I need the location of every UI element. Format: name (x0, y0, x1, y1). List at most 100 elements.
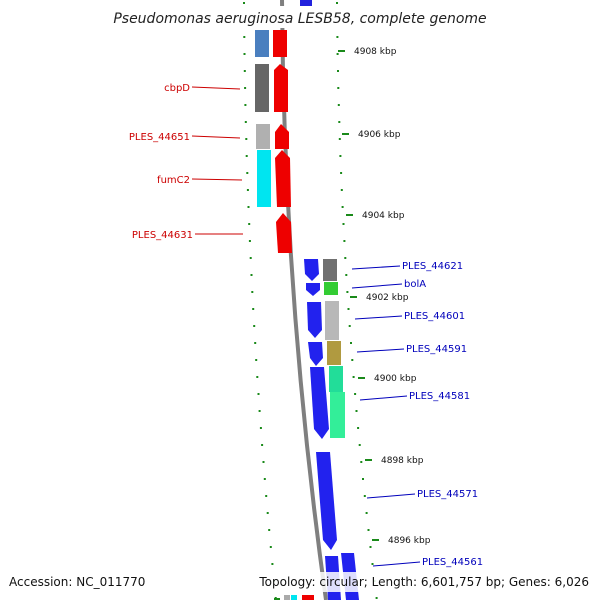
gene-label: PLES_44571 (417, 489, 478, 500)
title-backdrop (110, 6, 490, 28)
forward-gene-labels: PLES_44621 bolA PLES_44601 PLES_44591 PLES_4… (351, 261, 483, 568)
ring-dot (369, 546, 372, 548)
ring-dot (244, 87, 247, 89)
ring-dot (256, 376, 259, 378)
kbp-tick (350, 296, 357, 298)
ring-dot (269, 546, 272, 548)
kbp-tick (372, 539, 379, 541)
gene-leader-line (372, 561, 421, 567)
forward-cog-track (323, 259, 345, 438)
gene-leader-line (351, 265, 401, 270)
ring-dot (243, 53, 246, 55)
cog-block (327, 341, 341, 365)
ring-dot (351, 359, 354, 361)
gene-arrow (308, 342, 323, 366)
ring-dot (265, 495, 268, 497)
ring-dot (367, 529, 370, 531)
ring-dot (255, 359, 258, 361)
ring-dot (365, 512, 368, 514)
ring-dot (363, 495, 366, 497)
kbp-tick (342, 133, 349, 135)
cog-block (324, 282, 338, 295)
gene-label: PLES_44591 (406, 344, 467, 355)
gene-leader-line (191, 178, 243, 181)
kbp-tick (346, 214, 353, 216)
ring-dot (243, 2, 245, 4)
reverse-gene-labels: cbpD PLES_44651 fumC2 PLES_44631 (129, 83, 243, 241)
ring-dot (341, 206, 344, 208)
ring-dot (257, 393, 260, 395)
ring-dot (247, 206, 250, 208)
accession-text: Accession: NC_011770 (9, 575, 145, 589)
ring-dot (357, 427, 360, 429)
ring-dot (251, 291, 254, 293)
ring-dot (344, 257, 347, 259)
cog-block (284, 595, 290, 600)
ring-dot (346, 291, 349, 293)
ring-dot (248, 223, 251, 225)
cog-block (255, 30, 269, 57)
kbp-tick (338, 50, 345, 52)
cog-block (256, 124, 270, 149)
ring-dot (244, 104, 247, 106)
kbp-label: 4900 kbp (374, 374, 417, 384)
ring-dot (268, 529, 271, 531)
cog-block (325, 301, 339, 340)
gene-label: PLES_44651 (129, 132, 190, 143)
ring-dot (352, 376, 355, 378)
ring-dot (345, 274, 348, 276)
gene-label: PLES_44601 (404, 311, 465, 322)
ring-dot (371, 563, 374, 565)
cog-block (329, 366, 343, 392)
gene-label: fumC2 (157, 175, 190, 186)
ring-dot (338, 121, 341, 123)
ring-dot (259, 427, 262, 429)
ring-dot (245, 138, 248, 140)
gene-arrow (302, 595, 314, 600)
ring-dot (337, 104, 340, 106)
ring-dot (342, 223, 345, 225)
ring-dot (340, 189, 343, 191)
kbp-tick (365, 459, 372, 461)
footer-backdrop (0, 572, 600, 592)
ring-dot (249, 257, 252, 259)
ring-dot (261, 444, 264, 446)
bottom-partial-genes (274, 595, 314, 600)
ring-dot (340, 172, 343, 174)
ring-dot (263, 478, 266, 480)
kbp-label: 4898 kbp (381, 456, 424, 466)
gene-leader-line (191, 86, 241, 90)
reverse-cog-track (255, 30, 271, 207)
gene-label: cbpD (164, 83, 190, 94)
kbp-scale: 4908 kbp 4906 kbp 4904 kbp 4902 kbp 4900 kbp… (338, 47, 431, 546)
ring-dot (243, 70, 246, 72)
ring-dot (271, 563, 274, 565)
ring-dot (355, 410, 358, 412)
ring-dot (354, 393, 357, 395)
gene-arrow (304, 259, 319, 281)
ring-dot (360, 461, 363, 463)
kbp-label: 4904 kbp (362, 211, 405, 221)
genome-backbone (280, 0, 328, 600)
kbp-label: 4906 kbp (358, 130, 401, 140)
gene-arrow (316, 452, 337, 550)
gene-arrow (306, 283, 320, 296)
gene-arrow (274, 64, 288, 112)
ring-dot (375, 597, 378, 599)
ring-dot (343, 240, 346, 242)
kbp-label: 4908 kbp (354, 47, 397, 57)
map-title: Pseudomonas aeruginosa LESB58, complete … (113, 11, 486, 27)
ring-dot (246, 172, 249, 174)
gene-leader-line (351, 283, 403, 289)
ring-dot (252, 308, 255, 310)
gene-arrow (300, 0, 312, 6)
gene-arrow (307, 302, 322, 338)
kbp-label: 4902 kbp (366, 293, 409, 303)
gene-leader-line (356, 348, 405, 353)
topology-text: Topology: circular; Length: 6,601,757 bp… (258, 575, 589, 589)
cog-block (291, 595, 297, 600)
ring-dot (244, 121, 247, 123)
ring-dot (245, 155, 248, 157)
ring-dot (339, 155, 342, 157)
